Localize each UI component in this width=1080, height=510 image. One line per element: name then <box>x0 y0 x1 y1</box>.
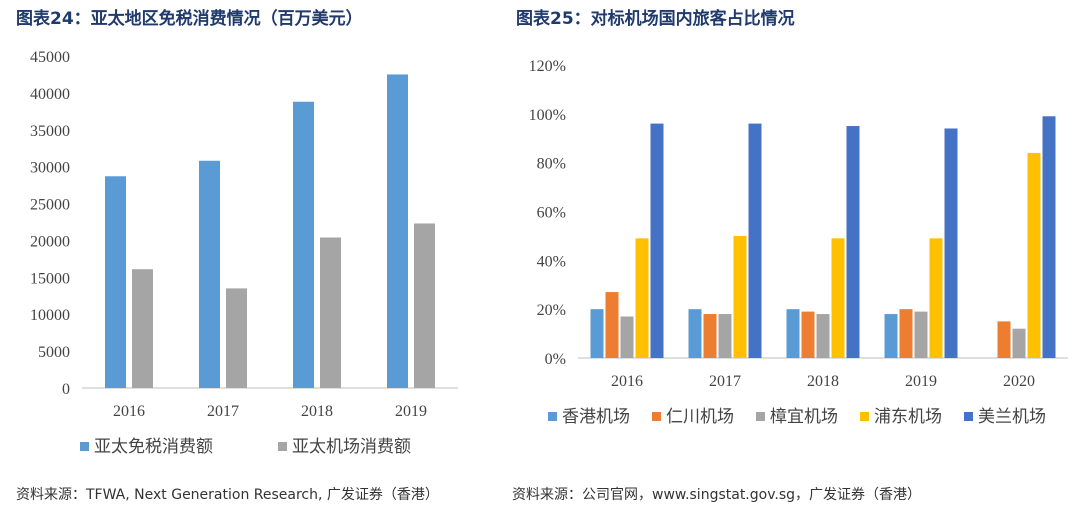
right-bar <box>590 309 604 358</box>
right-bar <box>605 292 619 358</box>
right-legend-swatch <box>756 412 765 421</box>
right-bar <box>846 126 860 359</box>
left-legend-label: 亚太免税消费额 <box>94 437 213 457</box>
left-y-tick-label: 40000 <box>30 86 70 103</box>
right-legend-label: 美兰机场 <box>978 407 1046 427</box>
right-y-tick-label: 120% <box>529 58 566 75</box>
right-bar <box>650 123 664 358</box>
right-bar <box>899 309 913 358</box>
left-y-tick-label: 20000 <box>30 233 70 250</box>
right-legend-label: 香港机场 <box>562 407 630 427</box>
left-bar <box>293 101 314 389</box>
left-y-tick-label: 5000 <box>38 344 70 361</box>
left-y-tick-label: 30000 <box>30 160 70 177</box>
right-bar <box>1042 116 1056 359</box>
left-y-tick-label: 0 <box>62 381 70 398</box>
right-y-tick-label: 100% <box>529 107 566 124</box>
right-x-tick-label: 2019 <box>905 373 937 390</box>
left-legend-swatch <box>278 442 287 451</box>
right-legend-label: 仁川机场 <box>666 407 734 427</box>
right-x-tick-label: 2018 <box>807 373 839 390</box>
source-note-right: 资料来源：公司官网，www.singstat.gov.sg，广发证券（香港） <box>512 487 922 503</box>
left-legend-label: 亚太机场消费额 <box>292 437 411 457</box>
right-legend-swatch <box>652 412 661 421</box>
right-bar <box>1012 328 1026 358</box>
right-bar <box>786 309 800 358</box>
right-bar <box>718 314 732 358</box>
right-legend-swatch <box>860 412 869 421</box>
right-legend-label: 樟宜机场 <box>770 407 838 427</box>
left-x-tick-label: 2017 <box>207 403 239 420</box>
right-x-tick-label: 2017 <box>709 373 741 390</box>
right-legend-swatch <box>964 412 973 421</box>
left-bar <box>105 176 126 388</box>
left-bar <box>132 269 153 388</box>
right-bar <box>748 123 762 358</box>
right-bar <box>688 309 702 358</box>
right-bar <box>884 314 898 358</box>
right-x-tick-label: 2016 <box>611 373 643 390</box>
left-y-tick-label: 45000 <box>30 49 70 66</box>
left-x-tick-label: 2018 <box>301 403 333 420</box>
right-y-tick-label: 80% <box>537 156 566 173</box>
left-bar <box>414 223 435 388</box>
left-y-tick-label: 10000 <box>30 307 70 324</box>
right-bar <box>703 314 717 358</box>
right-bar <box>944 128 958 358</box>
right-bar <box>816 314 830 358</box>
right-bar <box>997 321 1011 358</box>
left-bar <box>199 160 220 388</box>
left-x-tick-label: 2016 <box>113 403 145 420</box>
left-bar <box>320 237 341 388</box>
right-bar <box>914 311 928 358</box>
left-y-tick-label: 35000 <box>30 123 70 140</box>
left-x-tick-label: 2019 <box>395 403 427 420</box>
right-x-tick-label: 2020 <box>1003 373 1035 390</box>
left-bar <box>226 288 247 388</box>
chart-title-left: 图表24：亚太地区免税消费情况（百万美元） <box>16 9 363 29</box>
right-legend-swatch <box>548 412 557 421</box>
right-bar <box>635 238 649 358</box>
chart-title-right: 图表25：对标机场国内旅客占比情况 <box>516 9 795 29</box>
right-bar <box>620 316 634 358</box>
right-y-tick-label: 40% <box>537 253 566 270</box>
right-bar <box>1027 152 1041 358</box>
right-legend-label: 浦东机场 <box>874 407 942 427</box>
left-legend-swatch <box>80 442 89 451</box>
right-bar <box>733 235 747 358</box>
left-y-tick-label: 15000 <box>30 270 70 287</box>
right-y-tick-label: 0% <box>545 351 566 368</box>
right-y-tick-label: 60% <box>537 205 566 222</box>
left-bar <box>387 74 408 388</box>
right-bar <box>929 238 943 358</box>
left-y-tick-label: 25000 <box>30 197 70 214</box>
source-note-left: 资料来源：TFWA, Next Generation Research, 广发证… <box>16 487 439 503</box>
right-bar <box>831 238 845 358</box>
right-y-tick-label: 20% <box>537 302 566 319</box>
right-bar <box>801 311 815 358</box>
